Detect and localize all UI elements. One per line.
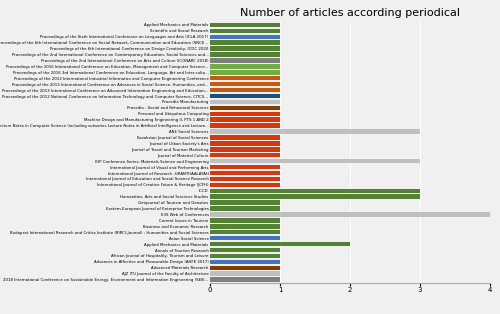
Bar	[210, 194, 420, 199]
Bar	[210, 224, 280, 229]
Bar	[210, 23, 280, 27]
Bar	[210, 260, 280, 264]
Bar	[210, 212, 490, 217]
Bar	[210, 266, 280, 270]
Bar	[210, 200, 280, 205]
Bar	[210, 52, 280, 57]
Bar	[210, 218, 280, 223]
Bar	[210, 88, 280, 92]
Bar	[210, 141, 280, 146]
Title: Number of articles according periodical: Number of articles according periodical	[240, 8, 460, 19]
Bar	[210, 248, 280, 252]
Bar	[210, 206, 280, 211]
Bar	[210, 177, 280, 181]
Bar	[210, 100, 280, 104]
Bar	[210, 46, 280, 51]
Bar	[210, 117, 280, 122]
Bar	[210, 153, 280, 158]
Bar	[210, 159, 420, 163]
Bar	[210, 171, 280, 175]
Bar	[210, 189, 420, 193]
Bar	[210, 135, 280, 140]
Bar	[210, 29, 280, 33]
Bar	[210, 183, 280, 187]
Bar	[210, 123, 280, 128]
Bar	[210, 165, 280, 169]
Bar	[210, 76, 280, 80]
Bar	[210, 70, 280, 74]
Bar	[210, 254, 280, 258]
Bar	[210, 272, 280, 276]
Bar	[210, 58, 280, 63]
Bar	[210, 277, 280, 282]
Bar	[210, 111, 280, 116]
Bar	[210, 35, 280, 39]
Bar	[210, 82, 280, 86]
Bar	[210, 242, 350, 246]
Bar	[210, 230, 280, 235]
Bar	[210, 41, 280, 45]
Bar	[210, 106, 280, 110]
Bar	[210, 64, 280, 69]
Bar	[210, 94, 280, 98]
Bar	[210, 129, 420, 134]
Bar	[210, 147, 280, 152]
Bar	[210, 236, 280, 241]
